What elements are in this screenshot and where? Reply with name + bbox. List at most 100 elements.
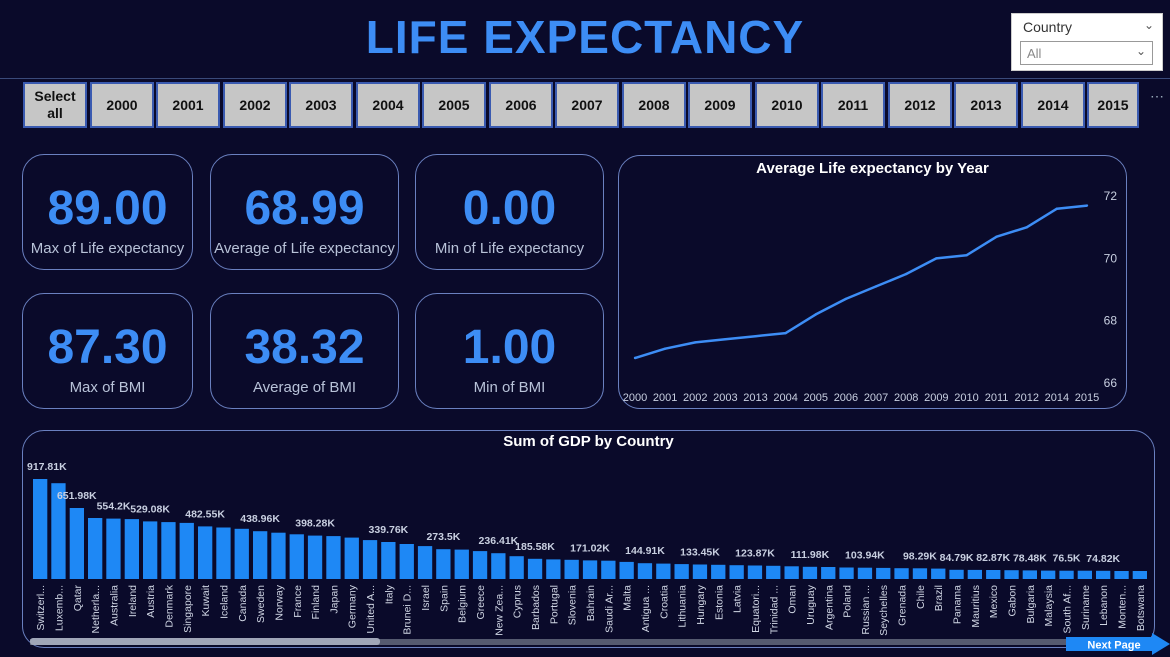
country-slicer[interactable]: Country ⌄ All ⌄ bbox=[1011, 13, 1163, 71]
data-point bbox=[663, 347, 667, 350]
kpi-label: Max of BMI bbox=[69, 379, 146, 396]
x-tick-label: Germany bbox=[347, 584, 359, 628]
bar bbox=[1114, 571, 1129, 579]
bar bbox=[747, 565, 763, 579]
dropdown-value: All bbox=[1027, 46, 1042, 61]
year-button[interactable]: 2000 bbox=[90, 82, 154, 128]
bar bbox=[436, 549, 451, 579]
x-tick-label: South Af... bbox=[1062, 585, 1074, 633]
year-button[interactable]: 2014 bbox=[1021, 82, 1085, 128]
slicer-label: Country bbox=[1023, 19, 1073, 35]
bar bbox=[692, 564, 708, 579]
chevron-down-icon[interactable]: ⌄ bbox=[1143, 18, 1154, 32]
bar bbox=[69, 508, 84, 579]
x-tick-label: Antigua ... bbox=[640, 585, 652, 632]
x-tick-label: Spain bbox=[438, 585, 450, 612]
kpi-value: 87.30 bbox=[47, 321, 168, 374]
year-button[interactable]: 2005 bbox=[422, 82, 486, 128]
data-point bbox=[844, 297, 848, 301]
data-point bbox=[905, 272, 908, 276]
scrollbar-thumb[interactable] bbox=[30, 638, 380, 645]
series-line bbox=[634, 204, 1088, 360]
year-button[interactable]: 2010 bbox=[755, 82, 819, 128]
x-tick-label: Panama bbox=[952, 585, 964, 624]
bar bbox=[674, 564, 689, 579]
data-point bbox=[1085, 204, 1089, 207]
x-tick-label: 2004 bbox=[773, 392, 797, 404]
bar bbox=[582, 560, 598, 579]
data-label: 554.2K bbox=[97, 501, 131, 513]
year-button[interactable]: 2007 bbox=[555, 82, 619, 128]
more-options-icon[interactable]: ⋯ bbox=[1150, 88, 1164, 104]
kpi-label: Min of Life expectancy bbox=[434, 240, 585, 257]
bar bbox=[637, 563, 653, 579]
gdp-bar-chart: Sum of GDP by Country Switzerl... 917.81K… bbox=[22, 430, 1155, 648]
bar bbox=[198, 526, 213, 579]
chevron-down-icon[interactable]: ⌄ bbox=[1135, 44, 1146, 58]
x-tick-label: Monten... bbox=[1117, 585, 1129, 629]
bar bbox=[234, 528, 249, 579]
bar bbox=[839, 567, 854, 579]
bar bbox=[619, 561, 634, 579]
bar bbox=[491, 553, 506, 579]
x-tick-label: Luxemb... bbox=[54, 585, 66, 631]
x-tick-label: Denmark bbox=[164, 584, 176, 627]
kpi-card-min-bmi: 1.00 Min of BMI bbox=[415, 293, 604, 409]
bar bbox=[601, 560, 616, 579]
year-button[interactable]: 2008 bbox=[622, 82, 686, 128]
x-tick-label: Gabon bbox=[1007, 585, 1019, 617]
x-tick-label: Portugal bbox=[548, 585, 560, 624]
horizontal-scrollbar[interactable] bbox=[30, 639, 1070, 645]
year-button[interactable]: 2012 bbox=[888, 82, 952, 128]
year-button[interactable]: 2013 bbox=[954, 82, 1018, 128]
x-tick-label: 2010 bbox=[954, 392, 978, 404]
x-tick-label: France bbox=[292, 585, 304, 618]
year-button[interactable]: 2006 bbox=[489, 82, 553, 128]
page-title: LIFE EXPECTANCY bbox=[365, 11, 805, 63]
bar bbox=[766, 565, 781, 579]
data-label: 123.87K bbox=[735, 548, 775, 560]
x-tick-label: Mauritius bbox=[970, 585, 982, 628]
data-point bbox=[754, 335, 757, 338]
kpi-value: 68.99 bbox=[244, 182, 365, 235]
bar bbox=[912, 568, 928, 579]
x-tick-label: 2012 bbox=[1014, 392, 1038, 404]
bar bbox=[454, 549, 469, 579]
year-button[interactable]: 2002 bbox=[223, 82, 287, 128]
x-tick-label: Barbados bbox=[530, 585, 542, 630]
x-tick-label: Hungary bbox=[695, 584, 707, 624]
x-tick-label: Singapore bbox=[182, 585, 194, 633]
bar bbox=[161, 522, 176, 579]
x-tick-label: Argentina bbox=[823, 585, 835, 630]
x-tick-label: Grenada bbox=[897, 585, 909, 626]
data-label: 529.08K bbox=[130, 503, 170, 515]
data-label: 339.76K bbox=[369, 524, 409, 536]
data-point bbox=[724, 338, 727, 341]
year-button[interactable]: 2004 bbox=[356, 82, 420, 128]
bar bbox=[802, 566, 818, 579]
year-button[interactable]: 2009 bbox=[688, 82, 752, 128]
y-tick-label: 68 bbox=[1104, 314, 1118, 328]
year-button[interactable]: 2003 bbox=[289, 82, 353, 128]
country-dropdown[interactable]: All ⌄ bbox=[1020, 41, 1153, 65]
bar bbox=[344, 537, 359, 579]
year-button[interactable]: 2015 bbox=[1087, 82, 1139, 128]
life-expectancy-line-chart: Average Life expectancy by Year 66 68 70 72… bbox=[618, 155, 1127, 409]
year-select-all-button[interactable]: Select all bbox=[23, 82, 87, 128]
bar bbox=[289, 534, 304, 579]
data-label: 273.5K bbox=[426, 531, 460, 543]
year-button[interactable]: 2011 bbox=[821, 82, 885, 128]
line-chart-svg: 66 68 70 72 2000 2001 2002 2003 2013 2004 2005 2006… bbox=[623, 189, 1118, 404]
data-label: 133.45K bbox=[680, 547, 720, 559]
data-point bbox=[1025, 226, 1028, 229]
x-tick-label: Austria bbox=[145, 585, 157, 618]
bar bbox=[106, 518, 121, 579]
x-tick-label: Botswana bbox=[1135, 585, 1147, 631]
x-tick-label: Uruguay bbox=[805, 584, 817, 624]
chart-title: Average Life expectancy by Year bbox=[756, 160, 989, 177]
data-label: 76.5K bbox=[1052, 553, 1080, 565]
next-page-button[interactable]: Next Page bbox=[1066, 633, 1170, 655]
bar bbox=[472, 551, 488, 579]
kpi-label: Min of BMI bbox=[473, 379, 546, 396]
year-button[interactable]: 2001 bbox=[156, 82, 220, 128]
